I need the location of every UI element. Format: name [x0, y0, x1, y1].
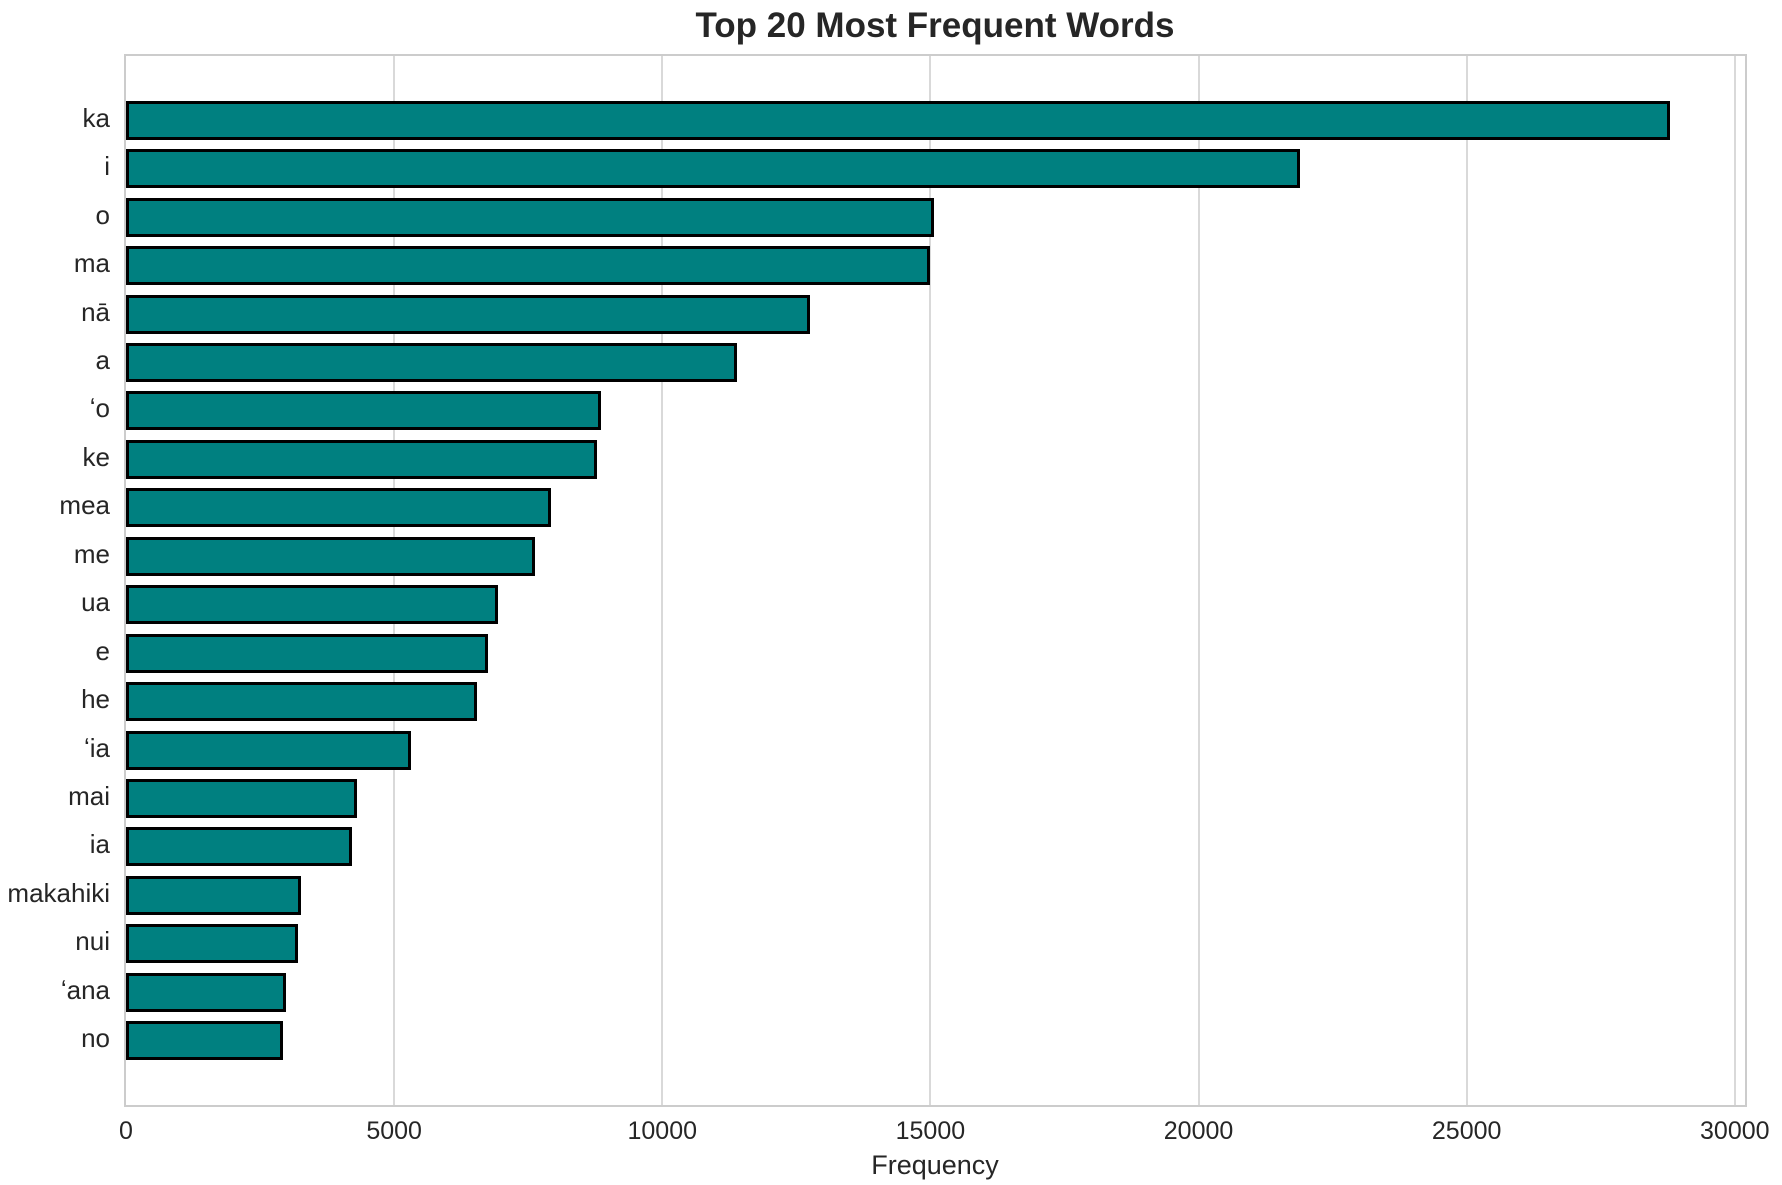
bar-ʻia — [126, 730, 411, 770]
xtick-label-15000: 15000 — [895, 1117, 966, 1145]
xtick-label-0: 0 — [119, 1117, 133, 1145]
bar-no — [126, 1021, 283, 1061]
ytick-label-a: a — [95, 344, 110, 375]
ytick-label-makahiki: makahiki — [7, 877, 110, 908]
gridline-x-15000 — [929, 56, 932, 1105]
bar-ke — [126, 439, 597, 479]
xtick-label-20000: 20000 — [1163, 1117, 1234, 1145]
gridline-x-10000 — [661, 56, 664, 1105]
xtick-label-30000: 30000 — [1700, 1117, 1770, 1145]
gridline-x-30000 — [1733, 56, 1736, 1105]
bar-a — [126, 342, 737, 382]
bar-mai — [126, 779, 357, 818]
bar-ka — [126, 100, 1670, 140]
bar-ia — [126, 827, 352, 867]
ytick-label-he: he — [81, 684, 110, 715]
ytick-label-mea: mea — [59, 490, 110, 521]
ytick-label-i: i — [104, 151, 110, 182]
gridline-x-25000 — [1465, 56, 1468, 1105]
gridline-x-20000 — [1197, 56, 1200, 1105]
ytick-label-ʻia: ʻia — [83, 732, 110, 763]
bar-makahiki — [126, 875, 301, 915]
chart-title: Top 20 Most Frequent Words — [695, 6, 1175, 45]
ytick-label-ʻo: ʻo — [89, 393, 110, 424]
ytick-label-no: no — [81, 1023, 110, 1054]
xtick-label-5000: 5000 — [366, 1117, 422, 1145]
bar-nui — [126, 924, 298, 964]
xtick-label-10000: 10000 — [627, 1117, 698, 1145]
bar-e — [126, 633, 488, 673]
bar-ʻo — [126, 391, 601, 431]
ytick-label-ke: ke — [82, 441, 110, 472]
ytick-label-nā: nā — [81, 296, 110, 327]
x-axis-label: Frequency — [871, 1150, 999, 1180]
xtick-label-25000: 25000 — [1431, 1117, 1502, 1145]
bar-o — [126, 197, 934, 237]
ytick-label-ʻana: ʻana — [60, 974, 110, 1005]
ytick-label-me: me — [73, 538, 110, 569]
ytick-label-o: o — [95, 199, 110, 230]
bar-ua — [126, 585, 498, 625]
ytick-label-ua: ua — [81, 587, 110, 618]
ytick-label-nui: nui — [75, 926, 110, 957]
ytick-label-ma: ma — [73, 248, 110, 279]
ytick-label-e: e — [95, 635, 110, 666]
bar-ʻana — [126, 972, 286, 1012]
bar-me — [126, 536, 535, 576]
bar-i — [126, 149, 1300, 189]
bar-ma — [126, 246, 930, 286]
ytick-label-mai: mai — [68, 781, 110, 811]
plot-area — [124, 54, 1747, 1107]
ytick-label-ka: ka — [82, 102, 110, 133]
bar-he — [126, 682, 477, 722]
gridline-x-5000 — [393, 56, 396, 1105]
ytick-label-ia: ia — [89, 829, 110, 860]
bar-nā — [126, 294, 810, 334]
bar-mea — [126, 488, 551, 528]
